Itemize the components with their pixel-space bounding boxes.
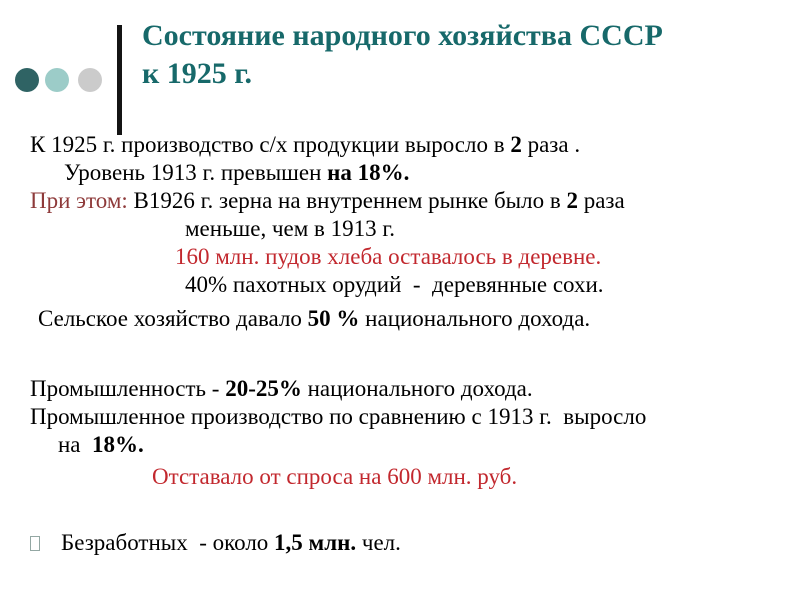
- text-segment: 2: [566, 188, 578, 213]
- slide-body: К 1925 г. производство с/х продукции выр…: [28, 131, 790, 557]
- text-segment: Уровень 1913 г. превышен: [64, 160, 328, 185]
- gray-circle-icon: [78, 68, 102, 92]
- body-line: Промышленность - 20-25% национального до…: [28, 375, 790, 403]
- text-segment: К 1925 г. производство с/х продукции выр…: [30, 132, 511, 157]
- light-teal-circle-icon: [45, 68, 69, 92]
- text-segment: 20-25%: [225, 376, 302, 401]
- text-segment: 1,5 млн.: [274, 530, 357, 555]
- body-line: Сельское хозяйство давало 50 % националь…: [28, 305, 790, 333]
- body-line: К 1925 г. производство с/х продукции выр…: [28, 131, 790, 159]
- slide-title: Состояние народного хозяйства СССР к 192…: [142, 17, 762, 93]
- dark-teal-circle-icon: [15, 68, 39, 92]
- text-segment: Промышленность -: [30, 376, 226, 401]
- body-line: Промышленное производство по сравнению с…: [28, 403, 790, 431]
- empty-box-bullet-icon: [30, 536, 40, 551]
- text-segment: Безработных - около: [61, 530, 275, 555]
- body-line: Отставало от спроса на 600 млн. руб.: [28, 463, 790, 491]
- text-segment: чел.: [356, 530, 401, 555]
- title-accent-bar: [117, 25, 122, 135]
- body-line: Уровень 1913 г. превышен на 18%.: [28, 159, 790, 187]
- text-segment: раза: [577, 188, 625, 213]
- text-segment: национального дохода.: [301, 376, 533, 401]
- text-segment: раза .: [521, 132, 581, 157]
- text-segment: 40% пахотных орудий - деревянные сохи.: [185, 272, 604, 297]
- body-line: Безработных - около 1,5 млн. чел.: [28, 529, 790, 557]
- text-segment: 18%.: [92, 432, 144, 457]
- body-line: При этом: В1926 г. зерна на внутреннем р…: [28, 187, 790, 215]
- text-segment: меньше, чем в 1913 г.: [185, 216, 396, 241]
- text-segment: Отставало от спроса на 600 млн. руб.: [152, 464, 518, 489]
- text-segment: 2: [510, 132, 522, 157]
- text-segment: Сельское хозяйство давало: [38, 306, 308, 331]
- text-segment: национального дохода.: [359, 306, 591, 331]
- text-segment: 50 %: [307, 306, 360, 331]
- title-line-2: к 1925 г.: [142, 57, 253, 90]
- text-segment: В1926 г. зерна на внутреннем рынке было …: [127, 188, 567, 213]
- text-segment: на: [58, 432, 93, 457]
- text-segment: 160 млн. пудов хлеба оставалось в деревн…: [175, 244, 602, 269]
- text-segment: на 18%.: [327, 160, 410, 185]
- text-segment: При этом:: [30, 188, 128, 213]
- body-line: 40% пахотных орудий - деревянные сохи.: [28, 271, 790, 299]
- text-segment: Промышленное производство по сравнению с…: [30, 404, 647, 429]
- body-line: на 18%.: [28, 431, 790, 459]
- body-line: 160 млн. пудов хлеба оставалось в деревн…: [28, 243, 790, 271]
- body-line: меньше, чем в 1913 г.: [28, 215, 790, 243]
- title-line-1: Состояние народного хозяйства СССР: [142, 19, 663, 52]
